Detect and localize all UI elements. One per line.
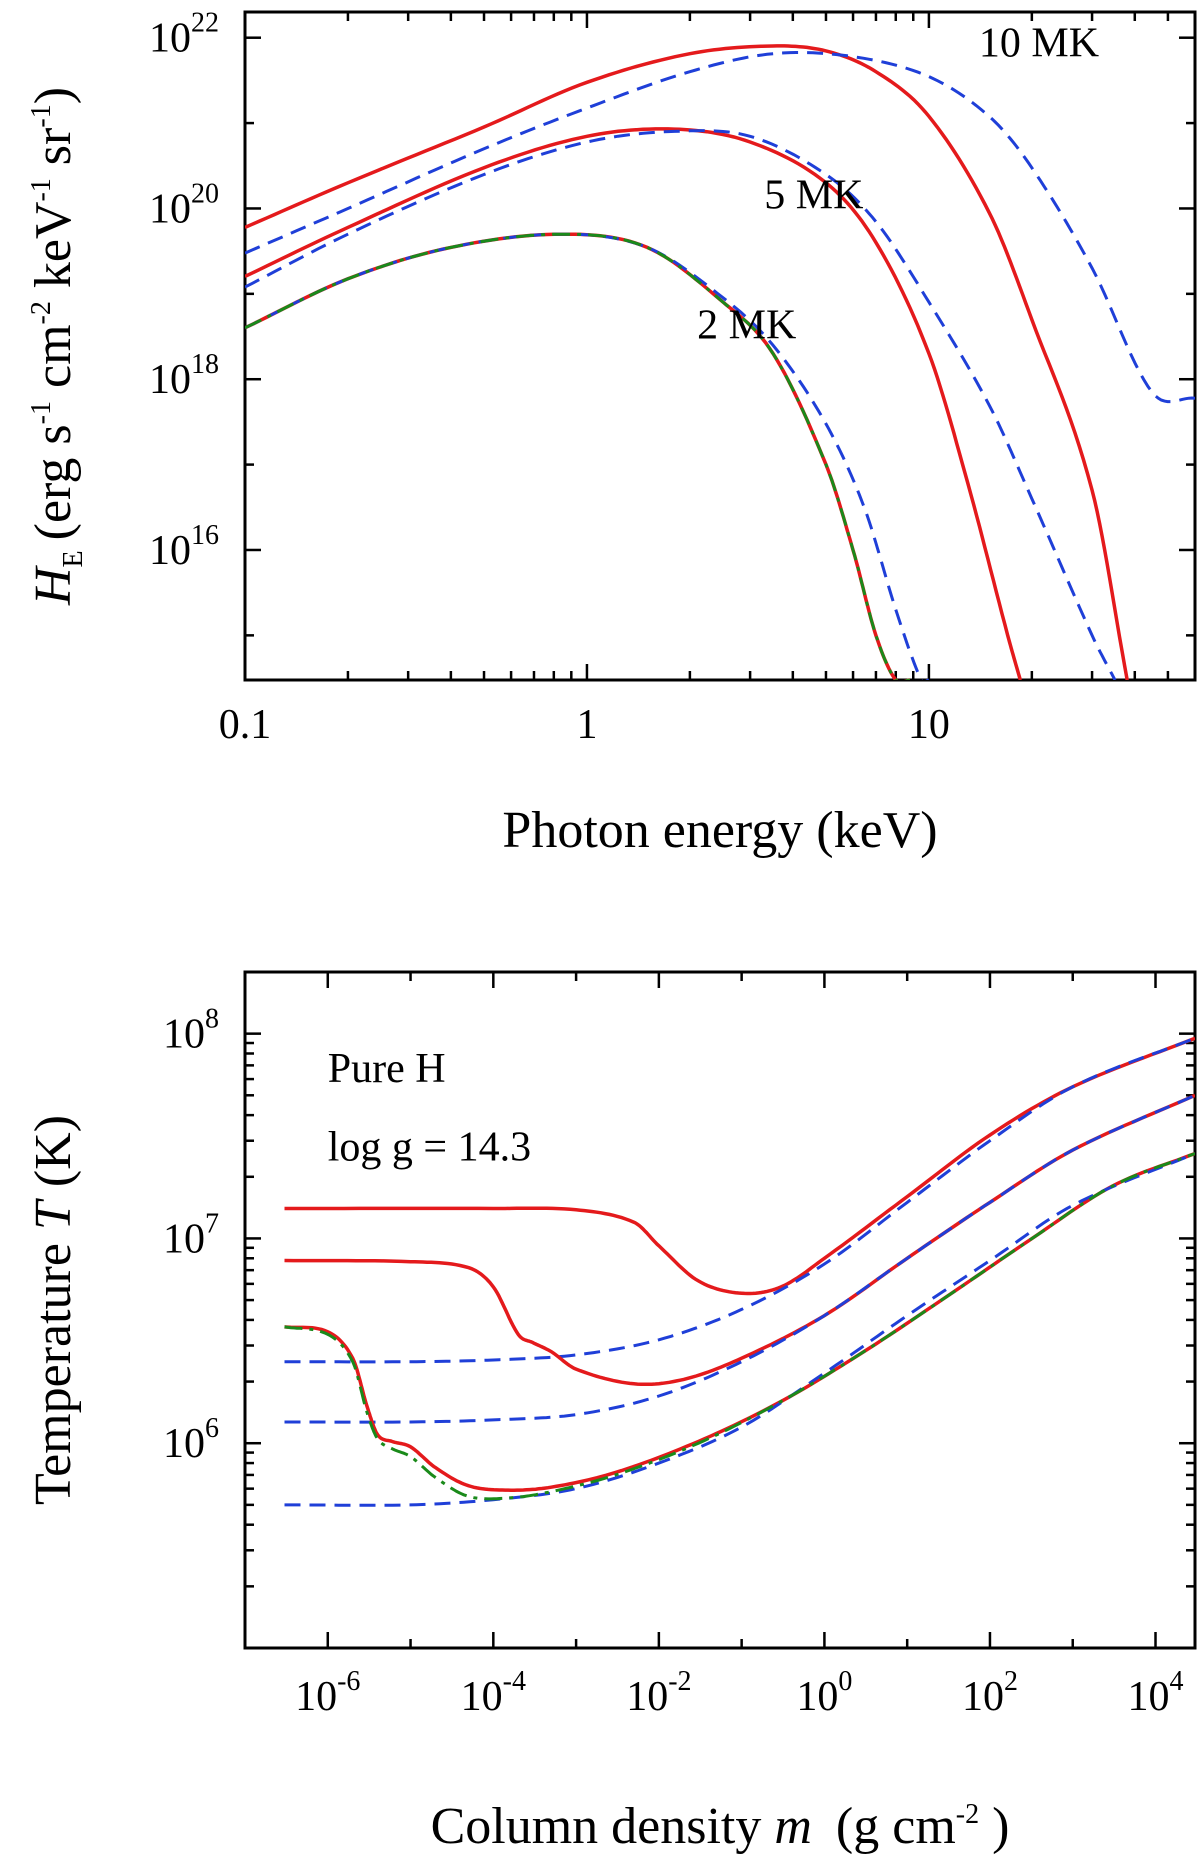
temperature-annotation: Pure H	[328, 1046, 446, 1092]
temperature-series-group	[284, 1036, 1195, 1507]
spectrum-series-group	[245, 44, 1195, 680]
temperature-y-axis-label: Temperature T(K)	[25, 1115, 82, 1505]
spectrum-y-tick-label: 1022	[149, 8, 219, 62]
spectrum-annotation: 2 MK	[697, 302, 796, 348]
temperature-x-axis-symbol: m	[774, 1798, 812, 1855]
spectrum-y-tick-label: 1018	[149, 349, 219, 403]
spectrum-x-tick-label: 1	[576, 702, 597, 748]
spectrum-plot-frame	[243, 10, 1197, 682]
spectrum-y-axis-subscript: E	[58, 550, 89, 567]
spectrum-y-axis-label: HE(erg s-1 cm-2 keV-1 sr-1)	[25, 87, 89, 606]
temperature-annotations: Pure H log g = 14.3	[328, 1046, 531, 1170]
temperature-plot-frame	[243, 970, 1197, 1650]
temperature-curve-10mk-dashed	[284, 1036, 1195, 1364]
spectrum-curve-2mk-solid	[245, 232, 910, 680]
temperature-ticks: 10-6 10-4 10-2 100 102 104 106 107 108	[163, 970, 1195, 1720]
temperature-y-tick-label: 106	[163, 1413, 219, 1467]
spectrum-x-tick-label: 10	[908, 702, 950, 748]
spectrum-ticks: 0.1 1 10 1016 1018 1020 1022	[149, 8, 1197, 748]
temperature-curve-5mk-dashed	[284, 1093, 1195, 1424]
temperature-curve-2mk-solid	[284, 1151, 1195, 1492]
spectrum-y-tick-label: 1016	[149, 520, 219, 574]
temperature-x-tick-label: 102	[962, 1666, 1018, 1720]
temperature-annotation: log g = 14.3	[328, 1125, 531, 1171]
temperature-x-tick-label: 10-6	[295, 1666, 360, 1720]
temperature-y-tick-label: 108	[163, 1004, 219, 1058]
spectrum-x-axis-label: Photon energy (keV)	[502, 802, 937, 859]
spectrum-y-axis-symbol: H	[25, 565, 82, 606]
temperature-curve-2mk-dashed	[284, 1152, 1195, 1507]
temperature-x-tick-label: 10-4	[461, 1666, 526, 1720]
spectrum-curve-10mk-solid	[245, 44, 1129, 680]
temperature-y-tick-label: 107	[163, 1208, 219, 1262]
temperature-x-tick-label: 104	[1128, 1666, 1184, 1720]
spectrum-x-tick-label: 0.1	[219, 702, 272, 748]
spectrum-panel: 0.1 1 10 1016 1018 1020 1022 10 MK 5 MK 2 MK Pho…	[25, 8, 1197, 859]
spectrum-curve-10mk-dashed	[245, 51, 1195, 404]
spectrum-curve-5mk-solid	[245, 127, 1022, 680]
temperature-curve-10mk-solid	[284, 1036, 1195, 1296]
spectrum-annotations: 10 MK 5 MK 2 MK	[697, 21, 1099, 349]
spectrum-annotation: 5 MK	[764, 172, 863, 218]
temperature-x-tick-label: 10-2	[626, 1666, 691, 1720]
spectrum-annotation: 10 MK	[979, 21, 1099, 67]
temperature-panel: 10-6 10-4 10-2 100 102 104 106 107 108 Pure H log…	[25, 970, 1197, 1855]
temperature-x-tick-label: 100	[796, 1666, 852, 1720]
spectrum-curve-2mk-dashdot	[245, 232, 910, 680]
spectrum-curve-5mk-dashed	[245, 129, 1117, 680]
spectrum-curve-2mk-dashed	[245, 232, 929, 680]
spectrum-y-tick-label: 1020	[149, 178, 219, 232]
temperature-curve-2mk-dashdot	[284, 1152, 1195, 1501]
temperature-y-axis-symbol: T	[25, 1198, 82, 1230]
temperature-x-axis-label: Column density m (g cm-2 )	[431, 1798, 1010, 1855]
